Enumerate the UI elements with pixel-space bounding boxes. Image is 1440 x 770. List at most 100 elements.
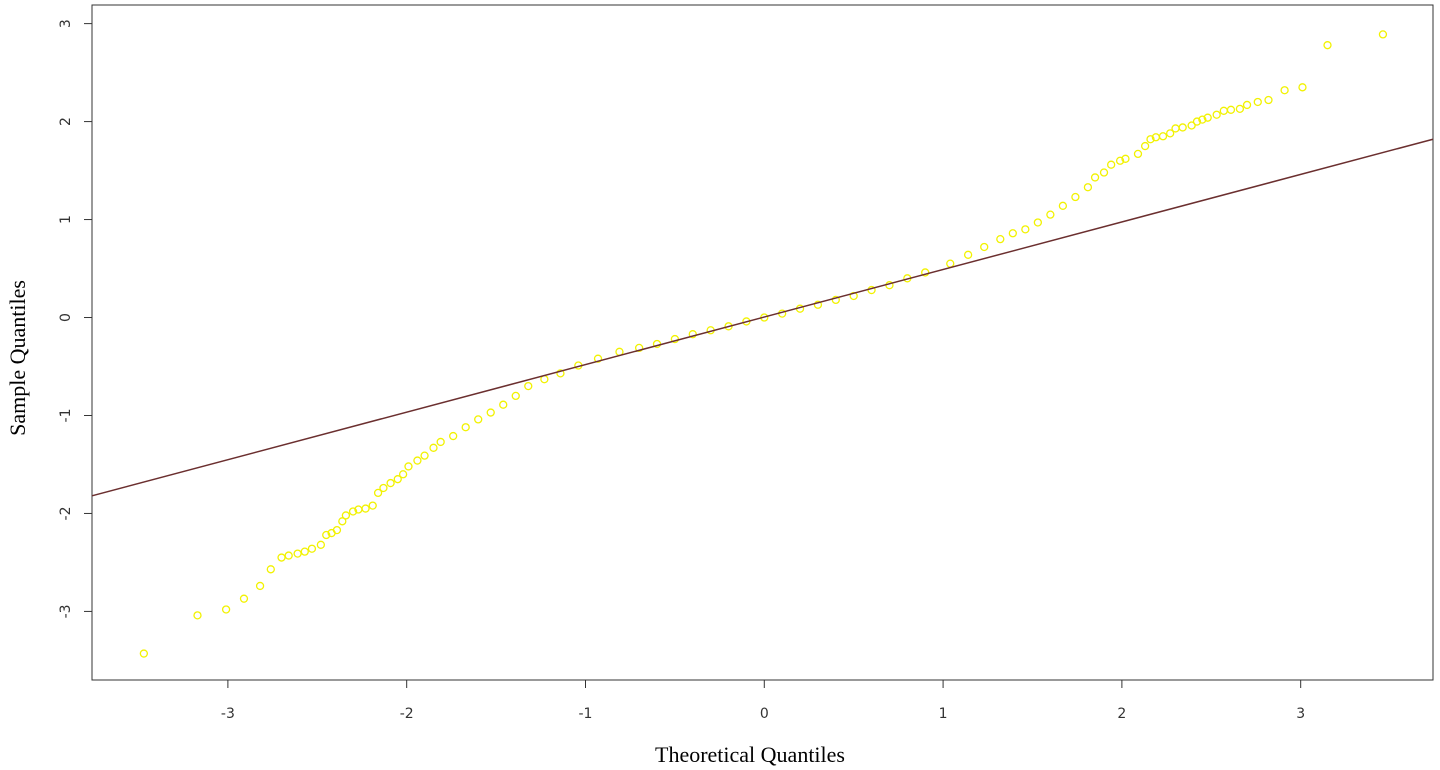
y-axis-title: Sample Quantiles [5, 280, 30, 436]
point [348, 507, 358, 516]
point [1107, 160, 1116, 169]
point [980, 242, 989, 252]
point [1323, 41, 1332, 50]
point [963, 250, 973, 259]
point [266, 565, 275, 574]
point [221, 605, 231, 614]
x-tick-label: -3 [221, 706, 235, 722]
point [1046, 210, 1055, 219]
point [524, 381, 533, 391]
point [193, 611, 202, 620]
point [1071, 192, 1080, 202]
point [373, 488, 383, 498]
point [436, 437, 445, 447]
point [1033, 218, 1043, 227]
point [1235, 104, 1245, 113]
point [239, 594, 249, 603]
point [996, 234, 1005, 244]
point [316, 540, 326, 549]
point [813, 300, 823, 309]
point [556, 369, 565, 378]
point [1253, 97, 1262, 107]
point [499, 400, 508, 409]
y-tick-label: 2 [58, 117, 74, 126]
point [1219, 106, 1228, 115]
y-tick-label: 1 [58, 215, 74, 224]
point [139, 649, 149, 658]
point [593, 354, 603, 363]
point [511, 391, 520, 401]
x-tick-label: 3 [1296, 706, 1305, 722]
point [341, 511, 351, 520]
point [1203, 113, 1212, 122]
point [1021, 225, 1030, 234]
point [420, 451, 429, 460]
point [1133, 149, 1143, 159]
point [300, 547, 309, 556]
point [368, 501, 377, 510]
point [634, 343, 644, 353]
y-tick-label: -3 [58, 604, 74, 618]
point [293, 549, 302, 558]
point [1264, 95, 1273, 105]
point [1171, 124, 1180, 133]
point [1192, 117, 1202, 126]
x-tick-label: -2 [400, 706, 414, 722]
point [277, 553, 286, 562]
point [1140, 141, 1150, 151]
point [670, 334, 680, 344]
point [1212, 110, 1221, 119]
point [1121, 154, 1130, 163]
x-tick-label: -1 [579, 706, 593, 722]
x-axis-title: Theoretical Quantiles [655, 742, 845, 767]
point [1083, 183, 1093, 192]
point [946, 259, 955, 268]
point [322, 530, 331, 540]
point [398, 470, 408, 479]
point [1158, 132, 1168, 141]
point [486, 408, 495, 417]
point [461, 423, 470, 432]
point [449, 431, 458, 441]
point [1008, 229, 1017, 238]
point [1115, 156, 1125, 165]
point [307, 544, 317, 553]
point [284, 551, 293, 560]
point [688, 330, 697, 339]
point [1178, 123, 1187, 132]
point [1058, 201, 1068, 210]
point [1242, 100, 1252, 110]
point [1378, 30, 1388, 39]
point [393, 475, 402, 484]
point [379, 483, 388, 493]
x-tick-label: 2 [1117, 706, 1126, 722]
point [332, 525, 342, 535]
y-tick-label: 3 [58, 19, 74, 28]
point [1187, 121, 1196, 130]
point [849, 291, 858, 301]
point [1280, 86, 1289, 95]
point [474, 415, 483, 424]
point [361, 504, 370, 513]
plot-frame [91, 4, 1434, 681]
point [921, 268, 930, 277]
point [1090, 173, 1100, 182]
point [404, 462, 413, 471]
point [1146, 135, 1155, 144]
y-tick-label: -2 [58, 506, 74, 520]
point [1198, 115, 1207, 124]
x-tick-label: 0 [760, 706, 769, 722]
reference-line [91, 138, 1434, 497]
point [413, 456, 422, 465]
point [1166, 129, 1175, 138]
point [1099, 168, 1109, 177]
point [831, 295, 840, 305]
y-tick-label: 0 [58, 313, 74, 322]
point [1298, 83, 1307, 92]
point [338, 517, 347, 526]
point [429, 443, 438, 452]
y-tick-label: -1 [58, 409, 74, 423]
point [386, 478, 395, 488]
